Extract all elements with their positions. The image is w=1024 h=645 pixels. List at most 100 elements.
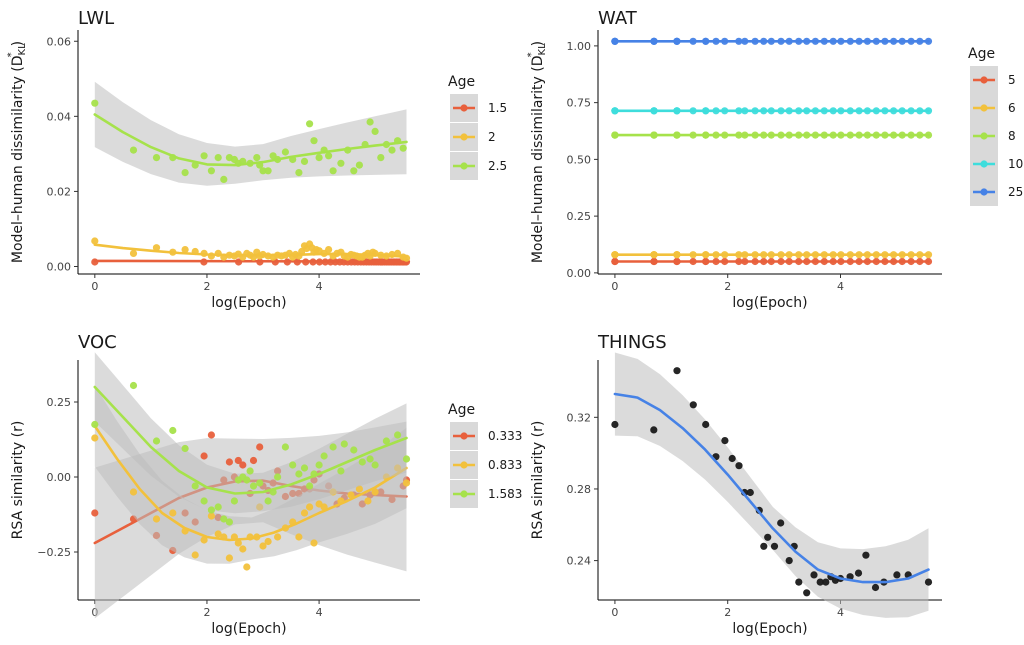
legend-label: 5 [1008, 73, 1016, 87]
data-point [169, 509, 177, 517]
data-point [249, 456, 258, 465]
data-point [377, 154, 385, 162]
data-point [822, 578, 830, 586]
data-point [259, 167, 267, 175]
data-point [764, 533, 772, 541]
y-axis-title: Model–human dissimilarity (DKL*) [6, 41, 28, 263]
y-tick-label: 0.25 [567, 210, 592, 223]
legend-key-point [980, 104, 988, 112]
legend-key-point [460, 133, 468, 141]
data-point [253, 154, 261, 162]
y-axis-title: RSA similarity (r) [530, 421, 546, 540]
x-tick-label: 2 [724, 280, 731, 293]
data-point [862, 551, 870, 559]
data-point [371, 461, 379, 469]
data-point [234, 539, 242, 547]
legend-key-point [980, 76, 988, 84]
data-point [329, 443, 337, 451]
legend-label: 1.5 [488, 101, 507, 115]
legend-key-point [460, 490, 468, 498]
panel-title: THINGS [597, 332, 667, 353]
panel-things: THINGS 0 2 4 0.24 0.28 0.32 log(Epoch) RSA simil… [530, 332, 942, 637]
y-tick-label: 1.00 [567, 40, 592, 53]
legend: Age 1.5 2 2.5 [448, 74, 507, 180]
legend-label: 25 [1008, 185, 1023, 199]
data-point [366, 118, 374, 126]
data-point [871, 583, 880, 592]
fit-line [93, 259, 411, 263]
data-point [220, 515, 228, 523]
data-point [402, 479, 411, 487]
data-point [200, 152, 208, 160]
y-tick-label: 0.00 [47, 471, 72, 484]
fit-line [93, 113, 408, 167]
series-2 [91, 237, 411, 262]
data-point [152, 437, 161, 445]
data-point [214, 530, 222, 538]
data-point [214, 154, 222, 162]
legend-label: 8 [1008, 129, 1016, 143]
data-point [91, 99, 99, 107]
panel-wat: WAT 0 2 4 0.00 0.25 0.50 0.75 1.00 log(Epoch) Mode… [526, 8, 1023, 311]
data-point [295, 169, 303, 177]
data-point [702, 420, 710, 429]
data-point [650, 426, 658, 434]
data-point [785, 557, 793, 565]
data-point [320, 452, 328, 460]
data-point [300, 509, 309, 517]
data-point [924, 578, 933, 586]
data-point [777, 519, 785, 527]
data-point [152, 154, 161, 162]
x-tick-label: 4 [837, 280, 844, 293]
data-point [810, 571, 818, 579]
legend-key-point [980, 160, 988, 168]
legend-label: 10 [1008, 157, 1023, 171]
y-tick-label: 0.25 [47, 396, 72, 409]
legend-key-point [460, 432, 468, 440]
x-tick-label: 2 [724, 606, 731, 619]
panel-title: LWL [78, 8, 114, 29]
legend-label: 0.333 [488, 429, 522, 443]
data-point [310, 539, 318, 547]
legend: Age 5 6 8 10 25 [968, 46, 1023, 206]
data-point [225, 458, 233, 466]
x-tick-label: 0 [91, 280, 98, 293]
data-point [91, 420, 99, 429]
data-point [274, 533, 282, 541]
data-point [355, 485, 363, 493]
y-axis-title: RSA similarity (r) [10, 421, 26, 540]
data-point [803, 589, 811, 597]
data-point [200, 452, 208, 460]
data-point [239, 545, 247, 553]
data-point [816, 578, 824, 586]
data-point [310, 137, 318, 145]
data-point [281, 443, 289, 451]
data-point [402, 455, 411, 463]
data-point [382, 437, 390, 445]
data-point [337, 159, 345, 167]
x-axis-title: log(Epoch) [732, 295, 807, 311]
x-axis-title: log(Epoch) [211, 621, 286, 637]
data-point [347, 491, 355, 499]
data-point [325, 152, 333, 160]
data-point [91, 434, 99, 442]
data-point [207, 512, 215, 520]
data-point [371, 127, 379, 135]
data-point [249, 482, 258, 490]
data-point [152, 515, 161, 523]
legend-label: 2.5 [488, 159, 507, 173]
y-tick-label: 0.00 [47, 260, 72, 273]
data-point [264, 167, 272, 175]
fit-line [613, 392, 930, 584]
y-tick-label: 0.24 [567, 555, 592, 568]
data-point [364, 497, 372, 505]
data-point [770, 542, 779, 550]
data-point [239, 461, 247, 469]
data-point [300, 464, 309, 472]
data-point [129, 146, 138, 154]
series-25 [611, 37, 933, 45]
y-axis-title-superscript: * [6, 52, 17, 57]
data-point [234, 456, 242, 465]
data-point [129, 249, 138, 257]
